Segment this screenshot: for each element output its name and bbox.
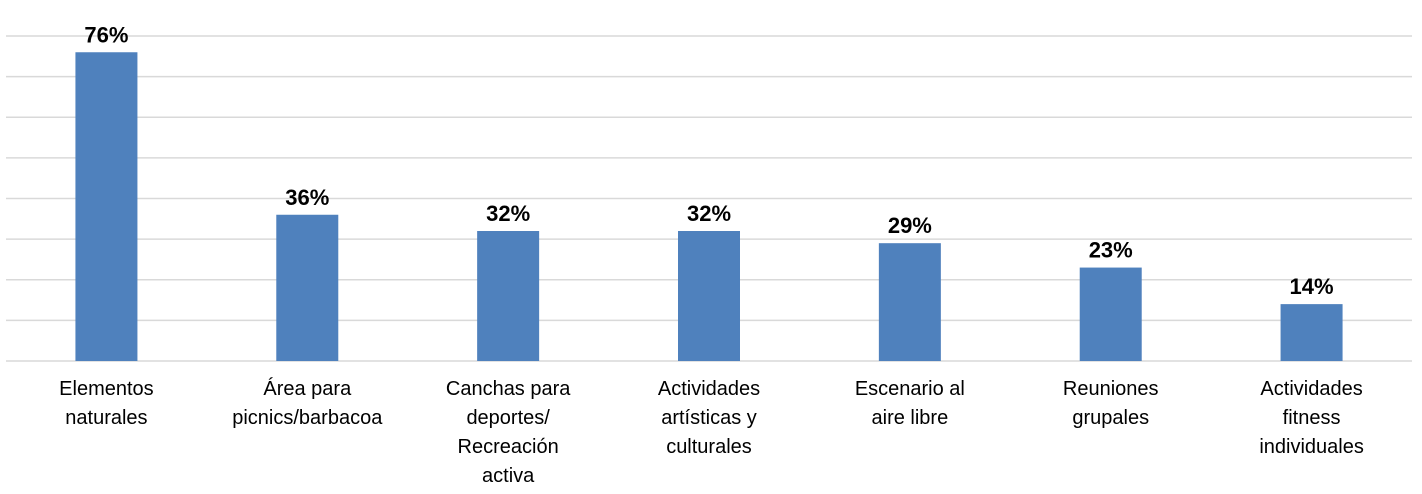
x-tick-label: Elementos naturales xyxy=(59,378,154,429)
data-label: 23% xyxy=(1089,238,1133,263)
bar xyxy=(1079,267,1142,361)
x-tick-label-line: Recreación xyxy=(458,436,559,458)
bar xyxy=(276,214,339,361)
x-tick-label-line: aire libre xyxy=(872,407,949,429)
x-tick-label-line: naturales xyxy=(65,407,147,429)
x-tick-label: Canchas para deportes/Recreación activa xyxy=(446,378,571,487)
x-tick-label: Actividades artísticas y culturales xyxy=(658,378,760,458)
x-tick-label: Escenario al aire libre xyxy=(855,378,965,429)
bar xyxy=(477,231,540,361)
x-tick-label-line: artísticas y xyxy=(661,407,757,429)
bar xyxy=(75,52,138,361)
x-tick-label-line: deportes/ xyxy=(466,407,550,429)
x-tick-label-line: grupales xyxy=(1072,407,1149,429)
x-tick-label-line: Reuniones xyxy=(1063,378,1159,400)
x-tick-label-line: activa xyxy=(482,465,535,487)
x-tick-label-line: Canchas para xyxy=(446,378,571,400)
x-tick-label-line: Actividades xyxy=(658,378,760,400)
x-tick-label-line: fitness xyxy=(1283,407,1341,429)
data-label: 32% xyxy=(486,201,530,226)
x-tick-label-line: culturales xyxy=(666,436,752,458)
x-tick-label-line: Área para xyxy=(263,377,352,400)
bar xyxy=(878,243,941,361)
bar xyxy=(1280,304,1343,361)
x-tick-label-line: Escenario al xyxy=(855,378,965,400)
bar xyxy=(678,231,740,361)
x-tick-label-line: Elementos xyxy=(59,378,154,400)
x-tick-label: Actividades fitness individuales xyxy=(1259,378,1364,458)
data-label: 29% xyxy=(888,213,932,238)
x-tick-label-line: Actividades xyxy=(1260,378,1362,400)
data-label: 32% xyxy=(687,201,731,226)
x-tick-label-line: individuales xyxy=(1259,436,1364,458)
x-tick-label-line: picnics/barbacoa xyxy=(232,407,383,429)
data-label: 14% xyxy=(1290,274,1334,299)
x-tick-label: Reuniones grupales xyxy=(1063,378,1159,429)
x-tick-label: Área para picnics/barbacoa xyxy=(232,377,383,429)
data-label: 76% xyxy=(84,22,128,47)
data-label: 36% xyxy=(285,185,329,210)
